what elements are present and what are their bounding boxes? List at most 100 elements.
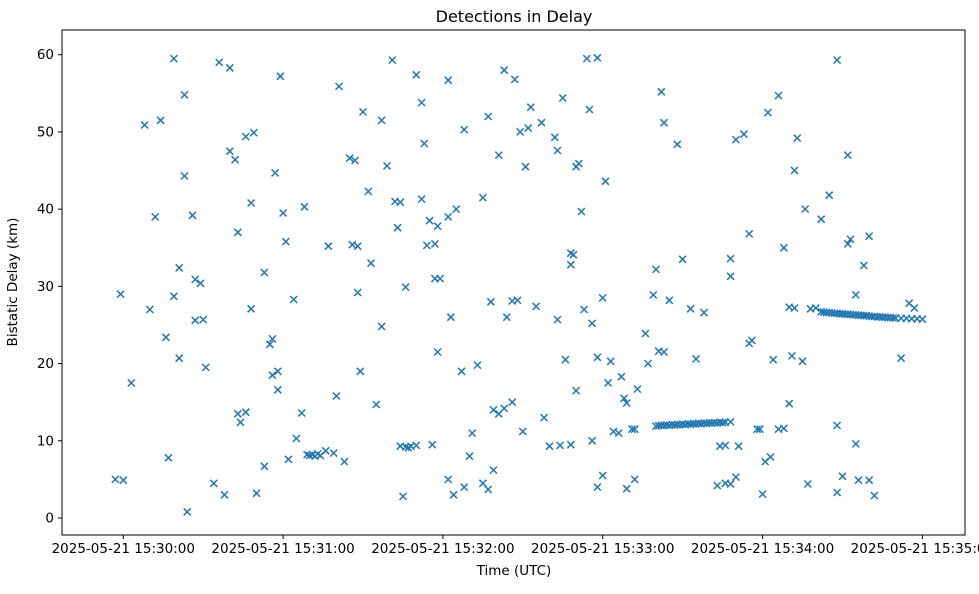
data-point — [755, 425, 764, 434]
data-point — [833, 421, 842, 430]
data-point — [633, 385, 642, 394]
data-point — [790, 166, 799, 175]
data-point — [457, 367, 466, 376]
data-point — [753, 425, 762, 434]
data-point — [268, 371, 277, 380]
x-axis-ticks: 2025-05-21 15:30:00 2025-05-21 15:31:00 20… — [52, 535, 979, 557]
data-point — [444, 475, 453, 484]
data-point — [734, 442, 743, 451]
data-point — [606, 357, 615, 366]
data-point — [627, 425, 637, 434]
data-point — [180, 90, 189, 99]
data-point — [175, 263, 184, 272]
plot-border — [61, 29, 966, 536]
data-point — [300, 202, 309, 211]
data-point — [236, 418, 245, 427]
data-point — [353, 242, 362, 251]
data-point — [484, 112, 493, 121]
data-point — [609, 427, 618, 436]
data-point — [353, 288, 362, 297]
data-point — [428, 440, 437, 449]
data-point — [851, 439, 860, 448]
data-point — [619, 394, 629, 403]
data-point — [745, 229, 754, 238]
data-point — [430, 239, 439, 248]
data-point — [561, 355, 570, 364]
data-point — [265, 340, 274, 349]
data-point — [851, 290, 860, 299]
data-point — [334, 82, 344, 91]
data-point — [449, 490, 458, 499]
data-point — [433, 222, 442, 231]
data-point — [593, 483, 602, 492]
data-point — [769, 355, 778, 364]
data-point — [588, 436, 597, 445]
data-point — [500, 66, 509, 75]
data-point — [825, 191, 834, 200]
data-point — [111, 475, 120, 484]
data-point — [140, 120, 149, 130]
data-point — [241, 132, 250, 141]
data-point — [401, 283, 410, 292]
data-point — [225, 147, 234, 156]
data-point — [649, 290, 658, 299]
data-point — [524, 124, 533, 133]
data-point — [585, 105, 594, 114]
data-point — [550, 133, 559, 142]
data-point — [798, 357, 807, 366]
data-point — [526, 103, 535, 112]
data-point — [897, 354, 906, 363]
data-point — [918, 315, 927, 324]
data-point — [763, 108, 772, 117]
data-point — [444, 76, 453, 85]
data-point — [843, 239, 852, 248]
data-point — [854, 476, 863, 485]
data-point — [726, 479, 735, 489]
data-point — [811, 303, 820, 313]
data-point — [577, 207, 586, 216]
data-point — [731, 473, 740, 482]
data-point — [201, 363, 210, 372]
data-point — [281, 237, 290, 246]
data-point — [574, 159, 583, 168]
data-point — [593, 53, 602, 62]
data-point — [183, 507, 192, 516]
data-point — [425, 216, 434, 225]
data-point — [731, 135, 740, 144]
data-point — [588, 319, 597, 328]
data-point — [572, 386, 581, 395]
data-point — [233, 228, 242, 237]
data-point — [556, 441, 565, 450]
data-point — [260, 462, 269, 471]
data-point — [502, 313, 511, 322]
data-point — [889, 313, 898, 323]
data-point — [553, 146, 562, 155]
data-point — [516, 127, 525, 136]
y-axis-ticks: 0 10 20 30 40 50 60 — [37, 47, 62, 527]
x-tick-label: 2025-05-21 15:31:00 — [211, 541, 354, 557]
data-point — [473, 361, 482, 370]
data-point — [188, 211, 197, 220]
y-tick-label: 10 — [37, 433, 54, 449]
data-point — [779, 424, 788, 433]
data-point — [260, 268, 269, 277]
data-point — [284, 455, 293, 464]
data-point — [289, 295, 298, 304]
data-point — [252, 489, 261, 498]
data-point — [566, 440, 575, 449]
data-point — [513, 296, 522, 305]
data-point — [726, 417, 735, 426]
data-point — [412, 441, 421, 450]
data-point — [145, 305, 154, 314]
data-point — [356, 367, 365, 376]
chart-title: Detections in Delay — [436, 7, 593, 26]
data-point — [865, 232, 874, 241]
data-point — [582, 54, 591, 63]
data-point — [191, 275, 200, 284]
data-point — [651, 265, 661, 274]
data-point — [364, 187, 373, 196]
data-point — [199, 315, 208, 324]
data-point — [521, 162, 530, 171]
data-point — [151, 212, 160, 221]
